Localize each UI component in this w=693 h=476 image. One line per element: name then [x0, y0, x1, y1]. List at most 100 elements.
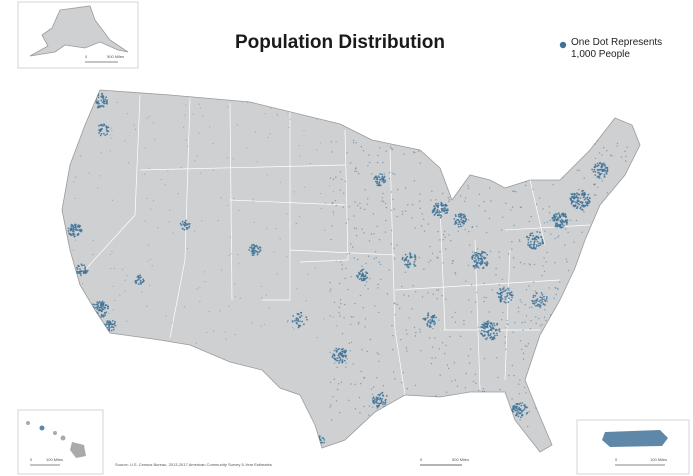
dot	[335, 359, 338, 362]
dot	[78, 224, 80, 227]
dot	[445, 168, 447, 171]
dot	[616, 310, 619, 312]
dot	[455, 219, 458, 222]
dot	[546, 345, 549, 348]
dot	[447, 161, 449, 164]
dot	[434, 357, 437, 359]
dot	[336, 349, 338, 352]
dot	[565, 313, 567, 315]
dot	[182, 223, 185, 226]
dot	[403, 258, 406, 261]
dot	[353, 257, 355, 259]
dot	[520, 301, 523, 303]
dot	[620, 304, 622, 306]
dot	[502, 311, 504, 314]
dot	[508, 297, 510, 299]
dot	[315, 438, 318, 440]
dot	[456, 218, 459, 221]
dot	[464, 387, 467, 389]
dot	[479, 261, 482, 263]
dot	[475, 251, 478, 254]
dot	[442, 166, 445, 169]
dot	[480, 258, 483, 261]
dot	[154, 138, 156, 140]
dot	[454, 402, 456, 405]
dot	[381, 397, 384, 400]
dot	[622, 384, 624, 387]
dot	[406, 388, 408, 390]
dot	[92, 97, 95, 99]
dot	[329, 381, 332, 384]
dot	[419, 328, 421, 330]
dot	[464, 403, 466, 405]
dot	[444, 352, 446, 355]
dot	[484, 418, 487, 420]
dot	[141, 281, 144, 284]
dot	[616, 253, 618, 255]
dot	[615, 373, 617, 375]
dot	[459, 213, 462, 216]
dot	[581, 190, 583, 192]
dot	[332, 353, 335, 356]
dot	[342, 354, 345, 357]
dot	[101, 92, 104, 95]
dot	[482, 334, 484, 337]
dot	[412, 422, 414, 424]
dot	[567, 269, 570, 272]
dot	[540, 235, 542, 238]
dot	[536, 231, 539, 233]
dot	[499, 295, 502, 298]
dot	[484, 322, 487, 325]
dot	[287, 113, 289, 115]
dot	[376, 405, 379, 408]
dot	[584, 262, 586, 264]
dot	[467, 185, 469, 187]
dot	[564, 244, 566, 246]
dot	[538, 300, 541, 303]
dot	[560, 347, 563, 350]
dot	[439, 251, 441, 253]
dot	[583, 191, 586, 194]
dot	[503, 286, 505, 288]
dot	[202, 115, 204, 117]
dot	[337, 354, 340, 357]
dot	[367, 165, 369, 167]
dot	[354, 408, 357, 410]
dot	[69, 229, 72, 232]
dot	[543, 257, 545, 259]
dot	[530, 320, 532, 322]
dot	[599, 302, 601, 305]
dot	[258, 250, 261, 253]
dot	[332, 190, 334, 193]
dot	[306, 318, 308, 321]
dot	[343, 359, 346, 362]
dot	[322, 437, 325, 439]
dot	[406, 350, 408, 352]
dot	[144, 220, 146, 222]
dot	[518, 239, 521, 241]
dot	[630, 183, 632, 186]
dot	[411, 308, 413, 310]
dot	[489, 325, 491, 327]
dot	[148, 167, 150, 169]
dot	[237, 254, 239, 256]
dot	[347, 218, 349, 220]
dot	[381, 173, 383, 176]
dot	[382, 385, 385, 387]
dot	[97, 312, 99, 315]
state-borders	[84, 94, 591, 396]
dot	[532, 296, 535, 299]
dot	[100, 105, 102, 107]
dot	[374, 180, 377, 183]
dot	[486, 323, 489, 326]
dot	[554, 213, 557, 215]
dot	[370, 233, 373, 235]
dot	[228, 305, 230, 307]
dot	[340, 303, 342, 305]
dot	[100, 316, 102, 318]
dot	[430, 362, 433, 365]
dot	[385, 206, 388, 209]
dot	[336, 357, 339, 360]
dot	[587, 193, 590, 196]
dot	[431, 190, 433, 192]
